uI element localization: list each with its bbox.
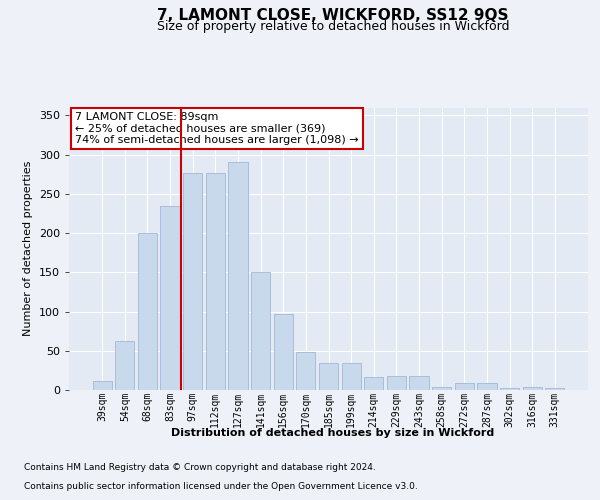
Bar <box>387 376 406 390</box>
Bar <box>432 387 451 390</box>
Bar <box>319 364 338 390</box>
Bar <box>138 233 157 390</box>
Text: Contains HM Land Registry data © Crown copyright and database right 2024.: Contains HM Land Registry data © Crown c… <box>24 464 376 472</box>
Text: Contains public sector information licensed under the Open Government Licence v3: Contains public sector information licen… <box>24 482 418 491</box>
Bar <box>500 388 519 390</box>
Bar <box>523 387 542 390</box>
Bar <box>229 162 248 390</box>
Bar <box>274 314 293 390</box>
Bar <box>183 172 202 390</box>
Text: Size of property relative to detached houses in Wickford: Size of property relative to detached ho… <box>157 20 509 33</box>
Bar <box>545 388 565 390</box>
Bar <box>206 172 225 390</box>
Y-axis label: Number of detached properties: Number of detached properties <box>23 161 33 336</box>
Text: 7 LAMONT CLOSE: 89sqm
← 25% of detached houses are smaller (369)
74% of semi-det: 7 LAMONT CLOSE: 89sqm ← 25% of detached … <box>75 112 359 145</box>
Bar <box>477 383 497 390</box>
Bar <box>115 340 134 390</box>
Bar <box>160 206 180 390</box>
Text: Distribution of detached houses by size in Wickford: Distribution of detached houses by size … <box>172 428 494 438</box>
Bar <box>92 380 112 390</box>
Bar <box>296 352 316 390</box>
Bar <box>251 272 270 390</box>
Text: 7, LAMONT CLOSE, WICKFORD, SS12 9QS: 7, LAMONT CLOSE, WICKFORD, SS12 9QS <box>157 8 509 22</box>
Bar <box>364 376 383 390</box>
Bar <box>341 364 361 390</box>
Bar <box>455 383 474 390</box>
Bar <box>409 376 428 390</box>
